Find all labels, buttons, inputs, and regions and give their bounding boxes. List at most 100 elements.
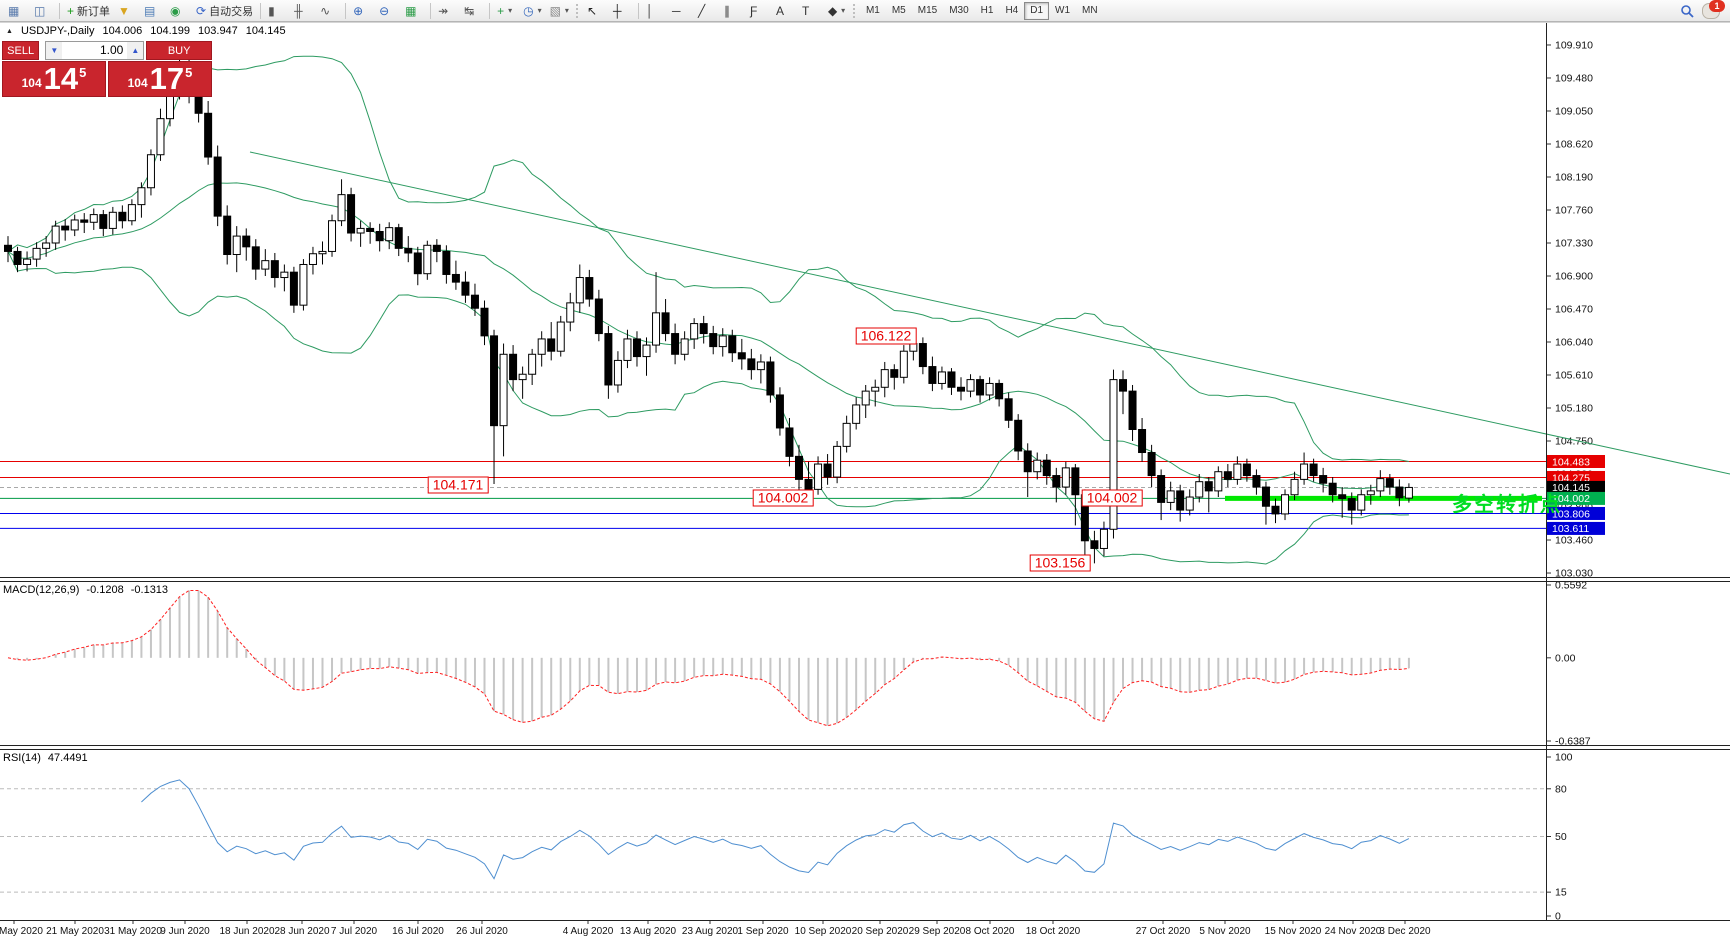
- timeframe-button-h1[interactable]: H1: [980, 4, 994, 16]
- buy-button[interactable]: BUY: [146, 41, 212, 60]
- candle-down: [1042, 459, 1051, 477]
- volume-decrease-button[interactable]: ▼: [46, 42, 63, 59]
- signals-icon[interactable]: ◉: [166, 1, 192, 21]
- candle-down: [509, 353, 518, 381]
- timeframe-button-m30[interactable]: M30: [949, 4, 969, 16]
- candle-down: [1385, 478, 1394, 488]
- candle-down: [1176, 490, 1185, 511]
- auto-scroll-icon[interactable]: ↠: [434, 1, 460, 21]
- chart-window-icon[interactable]: ▦: [4, 1, 30, 21]
- chevron-down-icon[interactable]: ▾: [537, 6, 542, 15]
- sell-price-point: 5: [79, 65, 87, 80]
- time-tick-label: 12 May 2020: [0, 926, 43, 937]
- text-icon: A: [775, 3, 784, 18]
- ohlc-open: 104.006: [102, 25, 143, 37]
- price-annotation[interactable]: 104.002: [1081, 489, 1143, 507]
- bar-chart-icon: ╫: [294, 3, 303, 18]
- timeframe-button-m1[interactable]: M1: [865, 4, 880, 16]
- sell-price-panel[interactable]: 104 14 5: [2, 61, 106, 97]
- period-icon[interactable]: ◷ ▾: [519, 1, 546, 21]
- price-badges: 104.483104.275104.145104.002103.806103.6…: [1547, 455, 1605, 535]
- trendline-icon[interactable]: ╱: [694, 1, 720, 21]
- bar-chart-icon[interactable]: ╫: [290, 1, 316, 21]
- line-chart-icon[interactable]: ∿: [316, 1, 342, 21]
- buy-price-panel[interactable]: 104 17 5: [108, 61, 212, 97]
- equidistant-channel-icon[interactable]: ∥: [720, 1, 746, 21]
- price-line-badge-label: 103.611: [1552, 523, 1589, 535]
- price-annotation[interactable]: 103.156: [1029, 554, 1091, 572]
- timeframe-button-h4[interactable]: H4: [1005, 4, 1019, 16]
- candle-up: [613, 359, 622, 386]
- time-tick-label: 5 Nov 2020: [1199, 926, 1251, 937]
- volume-value[interactable]: 1.00: [99, 43, 124, 57]
- candle-up: [261, 260, 270, 270]
- price-tick-label: 105.180: [1555, 403, 1593, 415]
- zoom-in-icon[interactable]: ⊕: [349, 1, 375, 21]
- chart-symbol-label: USDJPY-,Daily: [20, 25, 95, 37]
- crosshair-icon[interactable]: ┼: [609, 1, 635, 21]
- candle-down: [1014, 419, 1023, 452]
- candle-down: [80, 219, 89, 223]
- candle-down: [451, 273, 460, 283]
- candle-up: [356, 227, 365, 234]
- candle-up: [985, 382, 994, 396]
- candlestick-chart-icon[interactable]: ▮: [264, 1, 290, 21]
- candle-down: [289, 271, 298, 306]
- timeframe-button-d1[interactable]: D1: [1024, 1, 1050, 20]
- zoom-out-icon[interactable]: ⊖: [375, 1, 401, 21]
- text-icon[interactable]: A: [772, 1, 798, 21]
- cursor-icon[interactable]: ↖: [583, 1, 609, 21]
- search-icon[interactable]: [1680, 4, 1694, 18]
- price-annotation[interactable]: 104.171: [427, 476, 489, 494]
- candle-up: [680, 338, 689, 355]
- trendline-icon: ╱: [697, 3, 706, 18]
- time-tick-label: 13 Aug 2020: [620, 926, 677, 937]
- chevron-down-icon[interactable]: ▾: [564, 6, 569, 15]
- volume-increase-button[interactable]: ▲: [127, 42, 144, 59]
- indicator-list-icon[interactable]: ▼: [114, 1, 140, 21]
- sell-button[interactable]: SELL: [2, 41, 40, 60]
- toolbar-drawing-group: ↖ ┼ │ ─ ╱ ∥ Ƒ A T ◆ ▾: [583, 1, 850, 21]
- time-tick-label: 3 Dec 2020: [1379, 926, 1431, 937]
- macd-tick-label: 0.00: [1555, 652, 1576, 664]
- price-annotation[interactable]: 104.002: [752, 489, 814, 507]
- fibonacci-icon[interactable]: Ƒ: [746, 1, 772, 21]
- candle-down: [213, 156, 222, 217]
- market-depth-icon[interactable]: ▤: [140, 1, 166, 21]
- candle-up: [337, 194, 346, 222]
- notification-icon[interactable]: 1: [1702, 0, 1725, 19]
- timeframe-button-m5[interactable]: M5: [891, 4, 906, 16]
- candle-up: [1185, 496, 1194, 511]
- timeframe-button-w1[interactable]: W1: [1055, 4, 1071, 16]
- text-label-icon[interactable]: T: [798, 1, 824, 21]
- candle-up: [623, 338, 632, 361]
- chevron-down-icon[interactable]: ▾: [508, 6, 513, 15]
- chevron-down-icon[interactable]: ▾: [841, 6, 846, 15]
- candle-down: [461, 281, 470, 296]
- add-indicator-icon[interactable]: + ▾: [493, 1, 519, 21]
- candle-down: [1319, 475, 1328, 484]
- candle-up: [308, 253, 317, 265]
- timeframe-button-m15[interactable]: M15: [917, 4, 938, 16]
- market-depth-icon: ▤: [144, 3, 156, 18]
- chart-shift-icon[interactable]: ↹: [460, 1, 486, 21]
- vertical-line-icon[interactable]: │: [642, 1, 668, 21]
- horizontal-line-icon[interactable]: ─: [668, 1, 694, 21]
- price-annotation[interactable]: 106.122: [855, 327, 917, 345]
- toolbar-standard-group: ▦ ◫ + 新订单 ▼ ▤ ◉ ⟳ 自动交易 ▮ ╫ ∿ ⊕ ⊖ ▦ ↠ ↹ + ▾ ◷ ▾ ▧ ▾: [4, 1, 573, 21]
- toolbar-separator: [637, 2, 639, 19]
- new-order-button[interactable]: + 新订单: [63, 1, 114, 21]
- arrows-icon[interactable]: ◆ ▾: [824, 1, 850, 21]
- tile-windows-icon[interactable]: ▦: [401, 1, 427, 21]
- autotrading-button[interactable]: ⟳ 自动交易: [192, 1, 257, 21]
- candle-up: [51, 225, 60, 244]
- price-tick-label: 107.330: [1555, 237, 1593, 249]
- timeframe-button-mn[interactable]: MN: [1082, 4, 1098, 16]
- time-tick-label: 28 Jun 2020: [274, 926, 329, 937]
- print-preview-icon[interactable]: ◫: [30, 1, 56, 21]
- template-icon[interactable]: ▧ ▾: [546, 1, 573, 21]
- equidistant-channel-icon: ∥: [723, 3, 730, 18]
- chart-text-label[interactable]: 多空转折点: [1452, 494, 1562, 516]
- indicator-list-icon: ▼: [118, 3, 130, 18]
